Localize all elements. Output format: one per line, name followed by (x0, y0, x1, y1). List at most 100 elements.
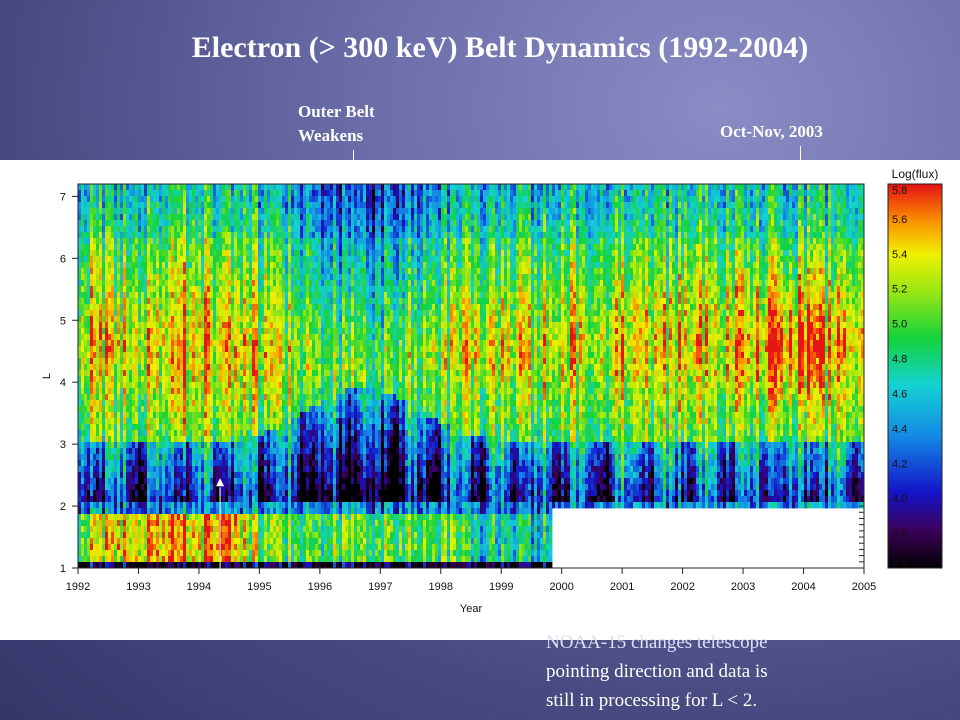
heatmap-cell (282, 442, 286, 449)
heatmap-cell (300, 472, 304, 479)
heatmap-cell (294, 382, 298, 389)
heatmap-cell (123, 424, 127, 431)
heatmap-cell (90, 490, 94, 497)
heatmap-cell (147, 394, 151, 401)
heatmap-cell (249, 184, 253, 191)
heatmap-cell (225, 304, 229, 311)
heatmap-cell (96, 208, 100, 215)
heatmap-cell (261, 472, 265, 479)
heatmap-cell (99, 346, 103, 353)
heatmap-cell (132, 436, 136, 443)
heatmap-cell (210, 436, 214, 443)
heatmap-cell (180, 502, 184, 509)
heatmap-cell (267, 562, 271, 569)
heatmap-cell (168, 346, 172, 353)
heatmap-cell (306, 346, 310, 353)
heatmap-cell (177, 496, 181, 503)
heatmap-cell (282, 430, 286, 437)
heatmap-cell (231, 442, 235, 449)
heatmap-cell (204, 256, 208, 263)
heatmap-cell (90, 502, 94, 509)
heatmap-cell (291, 262, 295, 269)
heatmap-cell (84, 454, 88, 461)
heatmap-cell (78, 346, 82, 353)
heatmap-cell (258, 310, 262, 317)
heatmap-cell (237, 418, 241, 425)
heatmap-cell (126, 430, 130, 437)
heatmap-cell (228, 274, 232, 281)
heatmap-cell (180, 430, 184, 437)
heatmap-cell (96, 484, 100, 491)
heatmap-cell (309, 490, 313, 497)
heatmap-cell (90, 448, 94, 455)
heatmap-cell (150, 436, 154, 443)
heatmap-cell (243, 406, 247, 413)
heatmap-cell (102, 298, 106, 305)
heatmap-cell (99, 370, 103, 377)
heatmap-cell (258, 220, 262, 227)
heatmap-cell (237, 490, 241, 497)
heatmap-cell (201, 346, 205, 353)
heatmap-cell (111, 460, 115, 467)
heatmap-cell (147, 460, 151, 467)
heatmap-cell (237, 382, 241, 389)
heatmap-cell (186, 238, 190, 245)
heatmap-cell (90, 340, 94, 347)
heatmap-cell (117, 238, 121, 245)
heatmap-cell (78, 526, 82, 533)
heatmap-cell (264, 550, 268, 557)
heatmap-cell (156, 328, 160, 335)
heatmap-cell (231, 478, 235, 485)
heatmap-cell (180, 466, 184, 473)
heatmap-cell (291, 484, 295, 491)
heatmap-cell (264, 562, 268, 569)
heatmap-cell (288, 274, 292, 281)
heatmap-cell (147, 334, 151, 341)
heatmap-cell (210, 388, 214, 395)
heatmap-cell (309, 424, 313, 431)
heatmap-cell (186, 514, 190, 521)
heatmap-cell (306, 418, 310, 425)
heatmap-cell (159, 202, 163, 209)
heatmap-cell (177, 184, 181, 191)
heatmap-cell (276, 484, 280, 491)
heatmap-cell (171, 478, 175, 485)
heatmap-cell (309, 286, 313, 293)
heatmap-cell (186, 256, 190, 263)
heatmap-cell (219, 184, 223, 191)
heatmap-cell (132, 478, 136, 485)
heatmap-cell (96, 520, 100, 527)
heatmap-cell (162, 430, 166, 437)
heatmap-cell (183, 340, 187, 347)
heatmap-cell (96, 232, 100, 239)
heatmap-cell (87, 430, 91, 437)
heatmap-cell (249, 388, 253, 395)
heatmap-cell (114, 388, 118, 395)
heatmap-cell (255, 352, 259, 359)
heatmap-cell (87, 244, 91, 251)
heatmap-cell (267, 334, 271, 341)
heatmap-cell (171, 520, 175, 527)
heatmap-cell (234, 340, 238, 347)
heatmap-cell (240, 406, 244, 413)
heatmap-cell (276, 268, 280, 275)
heatmap-cell (177, 358, 181, 365)
heatmap-cell (204, 376, 208, 383)
heatmap-cell (291, 442, 295, 449)
heatmap-cell (309, 442, 313, 449)
heatmap-cell (99, 250, 103, 257)
heatmap-cell (276, 370, 280, 377)
heatmap-cell (222, 352, 226, 359)
heatmap-cell (96, 394, 100, 401)
heatmap-cell (267, 358, 271, 365)
heatmap-cell (249, 448, 253, 455)
heatmap-cell (300, 310, 304, 317)
heatmap-cell (99, 496, 103, 503)
heatmap-cell (111, 514, 115, 521)
heatmap-cell (198, 256, 202, 263)
heatmap-cell (93, 304, 97, 311)
heatmap-cell (237, 394, 241, 401)
heatmap-cell (105, 316, 109, 323)
heatmap-cell (279, 520, 283, 527)
heatmap-cell (300, 226, 304, 233)
